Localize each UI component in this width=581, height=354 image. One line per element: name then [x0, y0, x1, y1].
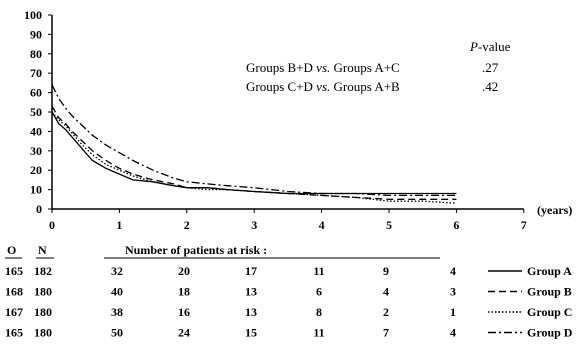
y-tick-label: 50 — [30, 105, 42, 119]
risk-row-o: 167 — [5, 305, 23, 319]
risk-col-n-header: N — [38, 243, 47, 257]
legend-label: Group C — [527, 305, 572, 319]
series-line-group-b — [52, 106, 456, 199]
risk-count: 24 — [178, 326, 190, 340]
legend-label: Group B — [527, 285, 572, 299]
risk-table-title: Number of patients at risk : — [125, 243, 267, 257]
risk-count: 3 — [450, 285, 456, 299]
risk-count: 4 — [450, 326, 456, 340]
risk-count: 11 — [313, 326, 324, 340]
legend-label: Group A — [527, 264, 572, 278]
risk-count: 11 — [313, 264, 324, 278]
y-tick-label: 60 — [30, 86, 42, 100]
risk-count: 40 — [111, 285, 123, 299]
risk-count: 1 — [450, 305, 456, 319]
series-line-group-c — [52, 112, 456, 203]
y-tick-label: 30 — [30, 144, 42, 158]
p-value: .27 — [482, 60, 499, 75]
risk-count: 13 — [245, 285, 257, 299]
risk-row-n: 180 — [34, 305, 52, 319]
risk-count: 7 — [383, 326, 389, 340]
x-tick-label: 7 — [521, 218, 527, 232]
legend-label: Group D — [527, 326, 573, 340]
risk-count: 13 — [245, 305, 257, 319]
p-value-comparison-label: Groups B+D vs. Groups A+C — [246, 60, 400, 75]
risk-count: 20 — [178, 264, 190, 278]
risk-count: 17 — [245, 264, 257, 278]
risk-count: 18 — [178, 285, 190, 299]
risk-count: 15 — [245, 326, 257, 340]
x-tick-label: 6 — [453, 218, 459, 232]
risk-count: 4 — [450, 264, 456, 278]
risk-count: 6 — [316, 285, 322, 299]
risk-count: 4 — [383, 285, 389, 299]
x-tick-label: 5 — [386, 218, 392, 232]
x-tick-label: 2 — [184, 218, 190, 232]
risk-row-n: 180 — [34, 326, 52, 340]
y-tick-label: 80 — [30, 47, 42, 61]
y-tick-label: 40 — [30, 124, 42, 138]
x-tick-label: 1 — [116, 218, 122, 232]
risk-count: 50 — [111, 326, 123, 340]
p-value: .42 — [482, 79, 498, 94]
risk-count: 32 — [111, 264, 123, 278]
series-line-group-d — [52, 85, 456, 196]
risk-row-o: 165 — [5, 264, 23, 278]
x-tick-label: 0 — [49, 218, 55, 232]
x-tick-label: 3 — [251, 218, 257, 232]
y-tick-label: 20 — [30, 163, 42, 177]
risk-count: 16 — [178, 305, 190, 319]
p-value-header: P-value — [469, 39, 511, 54]
y-tick-label: 70 — [30, 66, 42, 80]
risk-row-n: 180 — [34, 285, 52, 299]
risk-col-o-header: O — [7, 243, 16, 257]
risk-row-n: 182 — [34, 264, 52, 278]
y-tick-label: 90 — [30, 27, 42, 41]
risk-count: 2 — [383, 305, 389, 319]
x-tick-label: 4 — [319, 218, 325, 232]
x-axis-label: (years) — [537, 203, 572, 217]
risk-row-o: 165 — [5, 326, 23, 340]
risk-count: 8 — [316, 305, 322, 319]
risk-row-o: 168 — [5, 285, 23, 299]
y-tick-label: 100 — [24, 8, 42, 22]
risk-count: 38 — [111, 305, 123, 319]
series-line-group-a — [52, 112, 456, 194]
y-tick-label: 10 — [30, 183, 42, 197]
p-value-comparison-label: Groups C+D vs. Groups A+B — [246, 79, 400, 94]
y-tick-label: 0 — [36, 202, 42, 216]
risk-count: 9 — [383, 264, 389, 278]
